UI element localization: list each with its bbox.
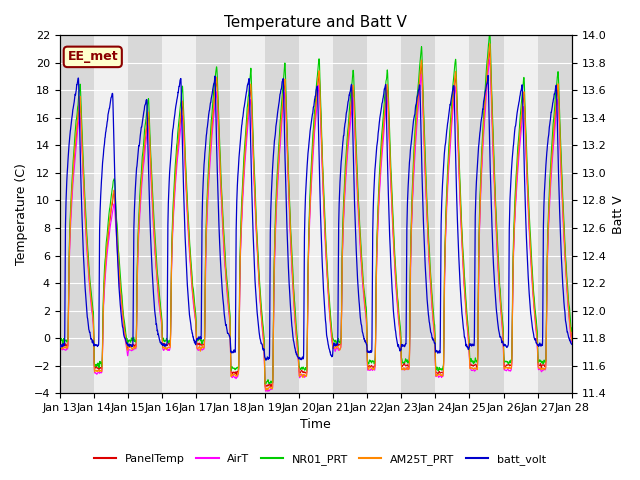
Y-axis label: Temperature (C): Temperature (C) (15, 163, 28, 265)
AirT (296, 373, 304, 379)
Bar (264, 36, 299, 393)
NR01_PRT (568, 328, 575, 334)
PanelTemp (568, 332, 575, 338)
AM25T_PRT (402, 366, 410, 372)
batt_volt (484, 72, 492, 78)
AM25T_PRT (568, 337, 575, 343)
PanelTemp (460, 262, 467, 268)
AirT (430, 331, 438, 337)
NR01_PRT (568, 325, 575, 331)
batt_volt (296, 357, 304, 362)
batt_volt (56, 342, 63, 348)
Line: batt_volt: batt_volt (60, 75, 572, 360)
Line: PanelTemp: PanelTemp (60, 48, 572, 387)
Bar (401, 36, 435, 393)
NR01_PRT (261, 381, 269, 387)
AirT (148, 193, 156, 199)
AM25T_PRT (296, 372, 304, 377)
AirT (568, 336, 575, 342)
batt_volt (568, 341, 575, 347)
batt_volt (262, 358, 269, 363)
batt_volt (460, 324, 467, 330)
AM25T_PRT (568, 334, 575, 340)
AM25T_PRT (460, 262, 467, 268)
Text: EE_met: EE_met (67, 50, 118, 63)
AirT (264, 388, 272, 394)
AM25T_PRT (56, 346, 63, 351)
AirT (402, 365, 410, 371)
NR01_PRT (460, 253, 467, 259)
PanelTemp (486, 45, 493, 51)
NR01_PRT (148, 172, 156, 178)
Bar (60, 36, 94, 393)
AirT (568, 339, 575, 345)
X-axis label: Time: Time (300, 419, 331, 432)
Bar (128, 36, 162, 393)
Title: Temperature and Batt V: Temperature and Batt V (225, 15, 407, 30)
Line: AM25T_PRT: AM25T_PRT (60, 44, 572, 390)
PanelTemp (296, 370, 304, 375)
PanelTemp (430, 326, 438, 332)
Line: AirT: AirT (60, 60, 572, 391)
PanelTemp (56, 341, 63, 347)
Bar (469, 36, 504, 393)
NR01_PRT (402, 357, 410, 363)
NR01_PRT (430, 321, 438, 326)
AirT (56, 346, 63, 352)
PanelTemp (402, 363, 410, 369)
AM25T_PRT (148, 182, 156, 188)
Y-axis label: Batt V: Batt V (612, 195, 625, 234)
AM25T_PRT (486, 41, 493, 47)
batt_volt (568, 341, 575, 347)
AM25T_PRT (430, 328, 438, 334)
AM25T_PRT (262, 387, 270, 393)
NR01_PRT (296, 367, 304, 372)
batt_volt (402, 341, 410, 347)
AirT (486, 57, 493, 62)
Bar (538, 36, 572, 393)
PanelTemp (148, 184, 156, 190)
batt_volt (148, 261, 156, 266)
Legend: PanelTemp, AirT, NR01_PRT, AM25T_PRT, batt_volt: PanelTemp, AirT, NR01_PRT, AM25T_PRT, ba… (90, 450, 550, 469)
Line: NR01_PRT: NR01_PRT (60, 31, 572, 384)
PanelTemp (568, 335, 575, 340)
NR01_PRT (56, 336, 63, 342)
AirT (460, 268, 467, 274)
NR01_PRT (486, 28, 493, 34)
PanelTemp (267, 384, 275, 390)
batt_volt (430, 340, 438, 346)
Bar (333, 36, 367, 393)
Bar (196, 36, 230, 393)
